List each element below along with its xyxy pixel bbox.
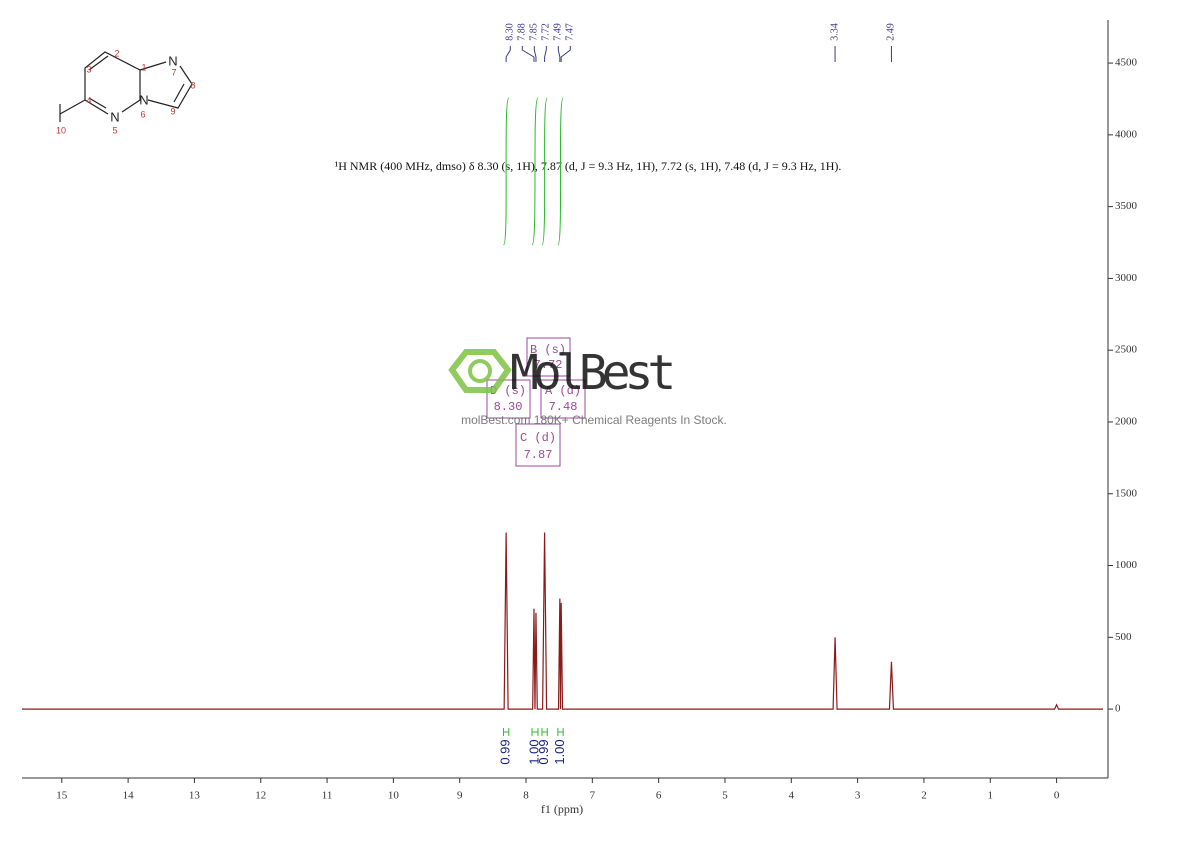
integral-curve xyxy=(557,97,564,246)
y-tick-label: 500 xyxy=(1115,631,1132,643)
multiplet-shift: 7.72 xyxy=(534,358,563,372)
logo-text: MolBest xyxy=(510,345,672,401)
integral-label: 0.99 xyxy=(498,739,513,764)
multiplet-box xyxy=(486,379,531,419)
y-tick-label: 3000 xyxy=(1115,272,1138,284)
logo-icon xyxy=(468,359,492,383)
x-tick-label: 0 xyxy=(1054,790,1060,802)
x-tick-label: 6 xyxy=(656,790,662,802)
y-tick-label: 4000 xyxy=(1115,128,1138,140)
x-tick-label: 8 xyxy=(523,790,529,802)
x-tick-label: 11 xyxy=(322,790,333,802)
peak-connector xyxy=(533,46,537,62)
integral-label: 1.00 xyxy=(552,739,567,764)
integral-bracket xyxy=(502,728,510,736)
atom-symbol: N xyxy=(110,109,119,124)
peak-connector xyxy=(560,46,571,62)
atom-symbol: N xyxy=(139,92,148,107)
x-tick-label: 13 xyxy=(189,790,201,802)
x-tick-label: 5 xyxy=(722,790,728,802)
tagline: molBest.com 180K+ Chemical Reagents In S… xyxy=(461,413,727,427)
y-tick-label: 4500 xyxy=(1115,57,1138,69)
integral-label: 1.00 xyxy=(526,739,541,764)
atom-number: 10 xyxy=(56,125,66,135)
peak-label: 7.85 xyxy=(529,23,540,41)
peak-connector xyxy=(505,46,511,62)
x-tick-label: 12 xyxy=(255,790,266,802)
atom-number: 4 xyxy=(86,95,91,105)
peak-connector xyxy=(521,46,535,62)
y-tick-label: 0 xyxy=(1115,703,1121,715)
y-tick-label: 2500 xyxy=(1115,344,1138,356)
peak-label: 7.47 xyxy=(565,23,576,41)
chart-title: ¹H NMR (400 MHz, dmso) δ 8.30 (s, 1H), 7… xyxy=(335,159,842,173)
molecule: N N N 1 2 3 4 5 6 7 8 9 10 xyxy=(56,48,196,135)
x-tick-label: 9 xyxy=(457,790,463,802)
atom-number: 9 xyxy=(170,106,175,116)
watermark: MolBest molBest.com 180K+ Chemical Reage… xyxy=(448,345,727,427)
peak-label: 2.49 xyxy=(886,23,897,41)
multiplet-label: A (d) xyxy=(545,384,581,398)
integral-bracket xyxy=(531,728,539,736)
atom-number: 6 xyxy=(140,109,145,119)
y-tick-label: 1500 xyxy=(1115,487,1138,499)
peak-connector xyxy=(557,46,561,62)
integral-curve xyxy=(531,97,539,246)
y-tick-label: 1000 xyxy=(1115,559,1138,571)
multiplet-shift: 7.48 xyxy=(549,400,578,414)
x-tick-label: 4 xyxy=(789,790,795,802)
multiplet-shift: 8.30 xyxy=(494,400,523,414)
atom-number: 3 xyxy=(86,64,91,74)
integral-label: 0.99 xyxy=(536,739,551,764)
peak-label: 7.49 xyxy=(553,23,564,41)
atom-number: 1 xyxy=(141,62,146,72)
peak-label: 3.34 xyxy=(829,23,840,41)
integral-bracket xyxy=(557,728,564,736)
multiplet-label: B (s) xyxy=(530,343,566,357)
x-axis-label: f1 (ppm) xyxy=(541,802,583,816)
x-tick-label: 3 xyxy=(855,790,861,802)
x-tick-label: 1 xyxy=(988,790,994,802)
integral-curve xyxy=(502,97,510,246)
integral-bracket xyxy=(541,728,548,736)
logo-icon xyxy=(448,349,512,393)
multiplet-shift: 7.87 xyxy=(524,448,553,462)
x-tick-label: 7 xyxy=(590,790,596,802)
atom-number: 8 xyxy=(190,80,195,90)
y-tick-label: 2000 xyxy=(1115,416,1138,428)
multiplet-box xyxy=(515,423,561,467)
integral-curve xyxy=(541,97,548,246)
multiplet-box xyxy=(540,379,586,419)
atom-number: 2 xyxy=(114,48,119,58)
peak-label: 8.30 xyxy=(505,23,516,41)
atom-number: 5 xyxy=(112,125,117,135)
peak-label: 7.88 xyxy=(517,23,528,41)
atom-number: 7 xyxy=(171,67,176,77)
peak-label: 7.72 xyxy=(541,23,552,41)
multiplet-box xyxy=(526,337,571,377)
x-tick-label: 2 xyxy=(921,790,927,802)
multiplet-boxes: B (s) 7.72 D (s) 8.30 A (d) 7.48 C (d) 7… xyxy=(486,337,586,467)
multiplet-label: C (d) xyxy=(520,431,556,445)
x-tick-label: 15 xyxy=(56,790,68,802)
x-tick-label: 10 xyxy=(388,790,400,802)
x-tick-label: 14 xyxy=(123,790,135,802)
atom-symbol: N xyxy=(168,53,177,68)
spectrum xyxy=(22,532,1103,710)
peak-connector xyxy=(544,46,547,62)
y-tick-label: 3500 xyxy=(1115,200,1138,212)
